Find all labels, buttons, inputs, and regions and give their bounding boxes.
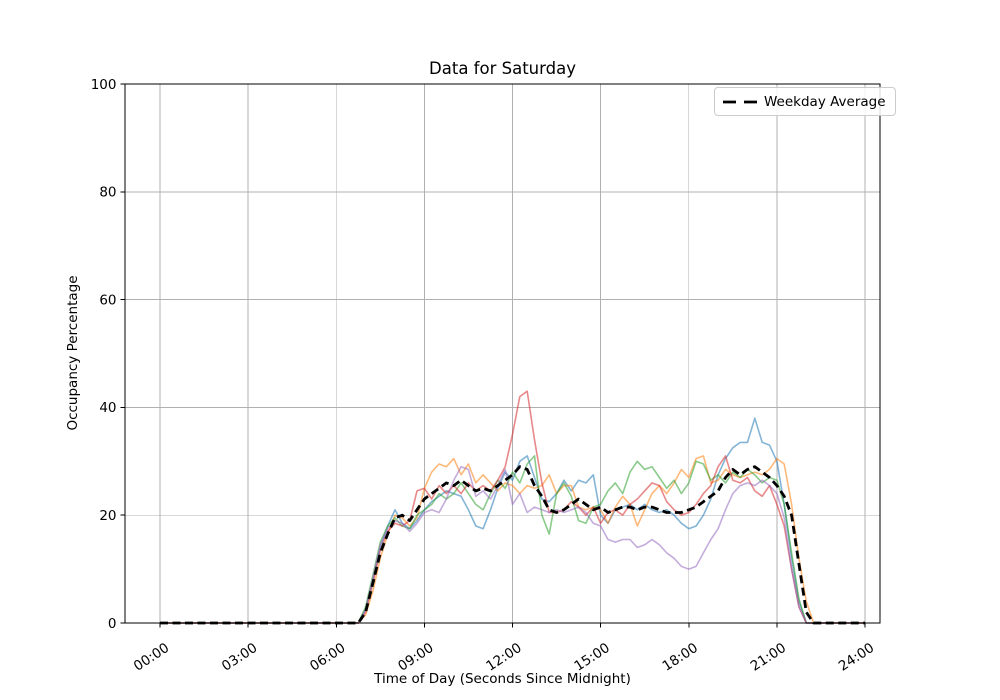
x-tick-label: 24:00	[836, 640, 877, 675]
x-tick-label: 03:00	[219, 640, 260, 675]
y-tick-label: 20	[99, 508, 116, 524]
y-tick-label: 0	[108, 616, 117, 632]
x-tick-label: 18:00	[660, 640, 701, 675]
y-tick-label: 60	[99, 292, 116, 308]
x-tick-label: 00:00	[131, 640, 172, 675]
x-axis-label: Time of Day (Seconds Since Midnight)	[374, 671, 631, 687]
y-tick-label: 80	[99, 185, 116, 201]
x-tick-label: 12:00	[483, 640, 524, 675]
x-tick-label: 21:00	[748, 640, 789, 675]
x-tick-label: 09:00	[395, 640, 436, 675]
legend-label: Weekday Average	[764, 93, 886, 110]
chart-title: Data for Saturday	[429, 59, 576, 78]
x-tick-label: 15:00	[571, 640, 612, 675]
x-tick-label: 06:00	[307, 640, 348, 675]
dashed-line-icon	[723, 100, 757, 103]
axes-box	[124, 83, 881, 624]
y-tick-label: 100	[91, 77, 117, 93]
y-tick-label: 40	[99, 400, 116, 416]
legend: Weekday Average	[714, 87, 896, 116]
y-axis-label: Occupancy Percentage	[65, 275, 81, 431]
